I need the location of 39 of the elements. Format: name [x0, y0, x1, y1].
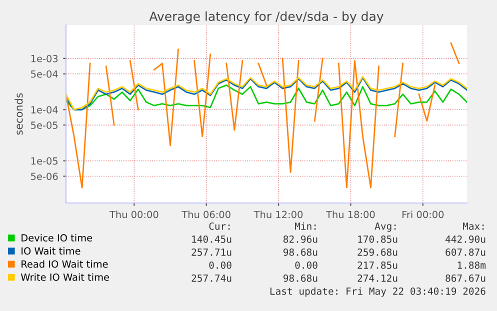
text: Last update: Fri May 22 03:40:19 2026: [270, 287, 486, 297]
text: 170.85u: [358, 235, 398, 243]
text: 82.96u: [284, 235, 318, 243]
legend-label: IO Wait time: [22, 247, 80, 255]
text: Max:: [462, 222, 484, 230]
y-tick-label: 5e-06: [31, 172, 58, 180]
text: Avg:: [374, 222, 396, 232]
text: 607.87u: [446, 248, 486, 256]
text: Cur:: [209, 222, 230, 230]
chart-title: Average latency for /dev/sda - by day: [149, 11, 384, 24]
text: 0.00: [209, 261, 232, 269]
text: 0.00: [295, 261, 318, 269]
text: 442.90u: [446, 235, 486, 243]
text: 217.85u: [358, 261, 398, 269]
text: 98.68u: [283, 274, 318, 282]
y-tick-label: 1e-04: [31, 106, 58, 114]
x-tick-label: Thu 06:00: [182, 210, 230, 218]
x-tick-label: Thu 18:00: [326, 210, 375, 218]
y-tick-label: 1e-03: [31, 54, 58, 62]
text: 98.68u: [283, 248, 318, 256]
text: 867.67u: [446, 274, 486, 282]
text: 140.45u: [192, 235, 232, 243]
legend-label: Write IO Wait time: [20, 273, 110, 281]
legend-label: Read IO Wait time: [22, 260, 108, 268]
text: 274.12u: [358, 274, 398, 282]
text: Min:: [294, 222, 316, 230]
x-tick-label: Fri 00:00: [402, 210, 444, 218]
text: 257.74u: [192, 274, 232, 282]
x-tick-label: Thu 12:00: [254, 210, 303, 218]
y-axis-title: seconds: [14, 93, 23, 135]
legend-label: Device IO time: [22, 234, 92, 242]
y-tick-label: 5e-05: [31, 122, 58, 129]
y-tick-label: 1e-05: [31, 157, 58, 165]
text: 259.68u: [358, 248, 398, 256]
y-tick-label: 5e-04: [31, 70, 58, 78]
text: 1.88m: [458, 261, 486, 269]
x-tick-label: Thu 00:00: [109, 210, 158, 218]
line-series: [66, 84, 467, 110]
text: 257.71u: [192, 248, 232, 256]
